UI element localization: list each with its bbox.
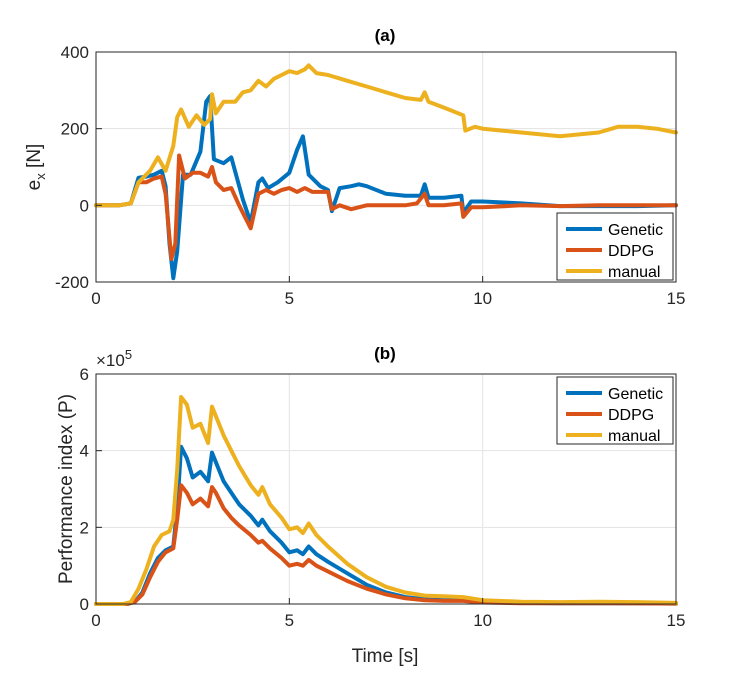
panel-a-xtick-label: 15 <box>667 289 686 308</box>
panel-b-xtick-label: 10 <box>473 611 492 630</box>
panel-b-series-genetic <box>94 444 678 606</box>
panel-a-ylabel: ex [N] <box>24 144 48 191</box>
panel-a-ytick-label: -200 <box>55 273 89 292</box>
panel-a-series-lines <box>94 63 678 281</box>
panel-a-xtick-label: 5 <box>285 289 294 308</box>
panel-b-series-manual <box>94 395 678 606</box>
panel-b-xtick-label: 15 <box>667 611 686 630</box>
legend-b-manual-label: manual <box>608 428 660 445</box>
panel-a-xtick-label: 0 <box>91 289 100 308</box>
panel-b-ytick-label: 4 <box>80 442 89 461</box>
legend-a-manual-label: manual <box>608 264 660 281</box>
panel-b-xlabel: Time [s] <box>352 646 419 667</box>
panel-a-legend: Genetic DDPG manual <box>556 212 674 281</box>
panel-b-ytick-label: 6 <box>80 365 89 384</box>
panel-b-ticks: 0 5 10 15 0 2 4 6 <box>80 365 686 630</box>
panel-b-grid <box>96 374 676 604</box>
legend-b-genetic-label: Genetic <box>608 386 663 403</box>
panel-a-axes-frame <box>95 51 677 283</box>
panel-a-ytick-label: 400 <box>61 43 89 62</box>
panel-b-title: (b) <box>374 344 396 363</box>
panel-b-series-ddpg <box>94 483 678 606</box>
panel-b-xtick-label: 5 <box>285 611 294 630</box>
panel-a-ytick-label: 0 <box>80 196 89 215</box>
panel-b-ytick-label: 0 <box>80 595 89 614</box>
panel-b-axes-frame <box>95 373 677 605</box>
legend-a-ddpg-label: DDPG <box>608 243 654 260</box>
panel-b-series-lines <box>94 395 678 606</box>
panel-b-scale-factor: ×105 <box>96 347 132 370</box>
panel-b-ylabel: Performance index (P) <box>56 394 77 584</box>
panel-a-ytick-label: 200 <box>61 120 89 139</box>
panel-b-xtick-label: 0 <box>91 611 100 630</box>
panel-a-series-ddpg <box>94 153 678 261</box>
panel-b-legend: Genetic DDPG manual <box>556 376 674 445</box>
panel-b: (b) ×105 0 5 10 15 0 2 4 6 Performance index (P… <box>56 344 685 667</box>
panel-a-series-manual <box>94 63 678 208</box>
legend-a-genetic-label: Genetic <box>608 222 663 239</box>
legend-b-ddpg-label: DDPG <box>608 407 654 424</box>
panel-b-ytick-label: 2 <box>80 518 89 537</box>
panel-a-xtick-label: 10 <box>473 289 492 308</box>
panel-a-title: (a) <box>375 26 396 45</box>
